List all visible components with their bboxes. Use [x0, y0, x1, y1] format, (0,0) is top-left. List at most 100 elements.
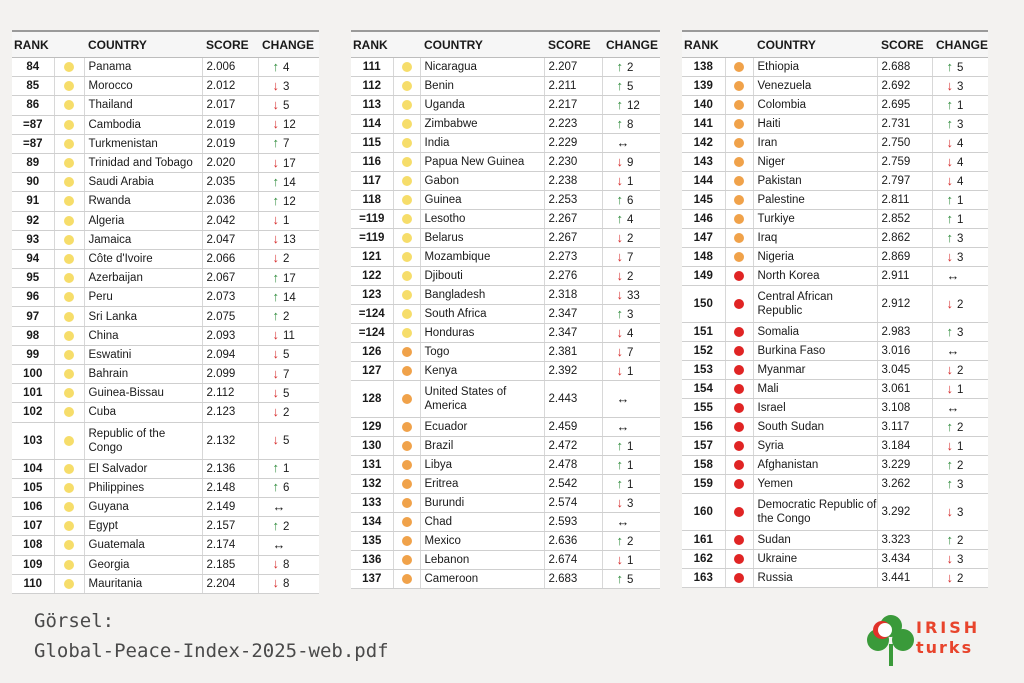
change-value: 5: [957, 61, 964, 74]
orange-dot-icon: [734, 213, 744, 224]
score-cell: 2.204: [202, 574, 259, 594]
yellow-dot-icon: [401, 118, 412, 129]
status-cell: [54, 172, 85, 193]
change-cell: ↑ 2: [258, 516, 319, 537]
header-score: SCORE: [877, 30, 932, 58]
table-row: 130 Brazil 2.472 ↑ 1: [351, 436, 660, 456]
yellow-dot-icon: [64, 196, 74, 207]
change-value: 7: [627, 251, 634, 264]
change-value: 2: [283, 406, 290, 419]
yellow-dot-icon: [64, 521, 74, 532]
score-cell: 2.478: [544, 455, 603, 475]
orange-dot-icon: [734, 61, 744, 72]
status-cell: [54, 516, 85, 537]
status-cell: [393, 57, 421, 77]
score-cell: 2.459: [544, 417, 603, 437]
change-cell: ↓ 3: [932, 549, 988, 569]
score-cell: 3.108: [877, 398, 933, 418]
change-value: 5: [283, 349, 290, 362]
yellow-dot-icon: [401, 232, 412, 243]
country-cell: Sudan: [753, 530, 878, 550]
change-cell: ↔: [932, 398, 988, 418]
status-cell: [393, 304, 421, 324]
change-value: 2: [957, 572, 964, 585]
status-cell: [393, 569, 421, 589]
arrow-down-icon: ↓: [946, 550, 954, 566]
orange-dot-icon: [401, 365, 412, 376]
rank-cell: 91: [12, 191, 55, 212]
change-value: 5: [283, 99, 290, 112]
status-cell: [393, 436, 421, 456]
change-value: 2: [283, 520, 290, 533]
change-cell: ↓ 3: [932, 493, 988, 531]
arrow-down-icon: ↓: [616, 248, 624, 264]
score-cell: 2.207: [544, 57, 603, 77]
country-cell: Libya: [420, 455, 545, 475]
change-cell: ↔: [258, 497, 319, 518]
rank-cell: 108: [12, 535, 55, 556]
score-cell: 3.061: [877, 379, 933, 399]
status-cell: [54, 230, 85, 250]
country-cell: Saudi Arabia: [84, 172, 203, 193]
arrow-up-icon: ↑: [946, 418, 954, 434]
country-cell: Egypt: [84, 516, 203, 537]
status-cell: [54, 535, 85, 556]
table-row: 122 Djibouti 2.276 ↓ 2: [351, 266, 660, 286]
rank-cell: 131: [351, 455, 394, 475]
table-row: 89 Trinidad and Tobago 2.020 ↓ 17: [12, 153, 319, 174]
score-cell: 2.318: [544, 285, 603, 305]
table-row: 133 Burundi 2.574 ↓ 3: [351, 493, 660, 513]
rank-cell: 106: [12, 497, 55, 518]
score-cell: 2.075: [202, 306, 259, 327]
rank-cell: 147: [682, 228, 726, 248]
yellow-dot-icon: [64, 502, 74, 512]
country-cell: Cameroon: [420, 569, 545, 589]
score-cell: 2.267: [544, 209, 603, 229]
rank-cell: 160: [682, 493, 726, 531]
score-cell: 2.017: [202, 95, 259, 116]
country-cell: Morocco: [84, 76, 203, 97]
table-row: 148 Nigeria 2.869 ↓ 3: [682, 247, 988, 267]
rank-cell: 84: [12, 57, 55, 78]
change-cell: ↑ 2: [932, 417, 988, 437]
yellow-dot-icon: [401, 327, 412, 338]
logo-text-top: IRISH: [916, 618, 981, 637]
yellow-dot-icon: [401, 289, 412, 300]
arrow-up-icon: ↑: [272, 460, 280, 476]
change-value: 5: [627, 80, 634, 93]
arrow-up-icon: ↑: [272, 173, 280, 189]
country-cell: Mauritania: [84, 574, 203, 594]
table: RANK COUNTRY SCORE CHANGE 111 Nicaragua 2.207 ↑…: [351, 30, 660, 589]
rank-cell: 143: [682, 152, 726, 172]
caption-line-2: Global-Peace-Index-2025-web.pdf: [34, 640, 389, 662]
score-cell: 2.443: [544, 380, 603, 418]
rank-cell: 145: [682, 190, 726, 210]
score-cell: 2.381: [544, 342, 603, 362]
change-value: 1: [957, 213, 964, 226]
arrow-up-icon: ↑: [946, 96, 954, 112]
status-cell: [393, 76, 421, 96]
rank-cell: 132: [351, 474, 394, 494]
yellow-dot-icon: [64, 388, 74, 399]
country-cell: Palestine: [753, 190, 878, 210]
status-cell: [54, 76, 85, 97]
rank-cell: =124: [351, 323, 394, 343]
orange-dot-icon: [734, 118, 744, 129]
table-row: 105 Philippines 2.148 ↑ 6: [12, 478, 319, 498]
yellow-dot-icon: [64, 62, 74, 73]
table-row: 126 Togo 2.381 ↓ 7: [351, 342, 660, 362]
change-value: 3: [957, 232, 964, 245]
change-value: 2: [957, 421, 964, 434]
change-value: 4: [627, 213, 634, 226]
arrow-down-icon: ↓: [616, 153, 624, 169]
arrow-down-icon: ↓: [272, 116, 280, 132]
orange-dot-icon: [401, 440, 412, 451]
score-cell: 2.047: [202, 230, 259, 250]
change-value: 1: [957, 383, 964, 396]
yellow-dot-icon: [401, 270, 412, 281]
table-row: 99 Eswatini 2.094 ↓ 5: [12, 345, 319, 366]
rank-cell: 135: [351, 531, 394, 551]
arrow-down-icon: ↓: [946, 248, 954, 264]
arrow-both-icon: ↔: [616, 134, 630, 150]
change-cell: ↑ 14: [258, 287, 319, 308]
